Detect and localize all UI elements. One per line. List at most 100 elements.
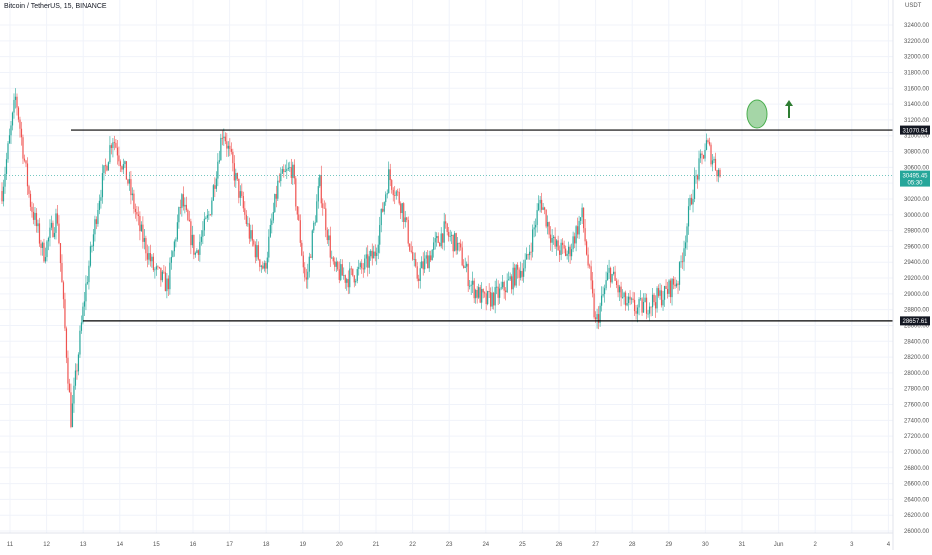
candle-body: [448, 231, 450, 237]
candle-body: [52, 222, 54, 238]
candle-body: [624, 292, 627, 306]
candle-body: [675, 283, 678, 287]
candle-body: [710, 144, 712, 165]
candle-body: [521, 270, 523, 277]
candle-body: [491, 292, 493, 307]
candle-body: [163, 271, 165, 273]
level-price-label: 28657.61: [902, 319, 928, 325]
level-price-tag: [900, 125, 930, 135]
candle-body: [669, 280, 672, 298]
candle-body: [678, 262, 681, 285]
candle-body: [83, 301, 86, 307]
candle-body: [62, 282, 65, 300]
candle-body: [713, 158, 715, 161]
candle-body: [599, 305, 601, 323]
candle-body: [714, 158, 717, 171]
candle-body: [37, 223, 39, 227]
candle-body: [422, 261, 424, 270]
candle-body: [559, 250, 561, 255]
price-tick-label: 29600.00: [904, 244, 930, 250]
candle-body: [626, 303, 628, 306]
candle-body: [134, 208, 137, 212]
candle-body: [358, 266, 360, 270]
candle-body: [606, 272, 609, 281]
candle-body: [704, 149, 706, 159]
candle-body: [585, 241, 588, 255]
candle-body: [212, 185, 214, 201]
date-tick-label: 21: [373, 542, 380, 548]
candle-body: [657, 288, 660, 296]
candle-body: [674, 284, 676, 287]
candle-body: [659, 290, 661, 296]
date-tick-label: 19: [299, 542, 306, 548]
candle-body: [89, 246, 92, 266]
candle-body: [401, 203, 403, 214]
candle-body: [32, 211, 35, 220]
candle-body: [588, 265, 591, 267]
candle-body: [11, 112, 14, 126]
date-tick-label: 11: [7, 542, 14, 548]
candle-body: [136, 211, 138, 215]
candle-body: [452, 234, 454, 252]
candle-body: [65, 328, 68, 358]
candle-body: [487, 291, 489, 305]
candle-body: [223, 136, 225, 139]
candle-body: [88, 265, 90, 283]
candle-body: [25, 160, 27, 164]
candle-body: [632, 298, 634, 300]
candle-body: [215, 178, 217, 189]
green-ellipse-marker[interactable]: [746, 99, 768, 129]
candle-body: [127, 179, 129, 184]
price-tick-label: 26000.00: [904, 529, 930, 535]
candle-body: [596, 314, 598, 320]
date-tick-label: 14: [116, 542, 123, 548]
candle-body: [502, 281, 504, 288]
candle-body: [266, 257, 268, 269]
candle-body: [687, 206, 690, 227]
candle-body: [383, 202, 385, 212]
candle-body: [470, 284, 472, 286]
candle-body: [424, 258, 426, 270]
candle-body: [50, 222, 53, 228]
candle-body: [305, 277, 307, 280]
date-tick-label: 18: [263, 542, 270, 548]
candle-body: [578, 220, 580, 235]
candle-body: [538, 203, 540, 211]
candle-body: [377, 244, 379, 253]
candle-body: [672, 278, 675, 285]
candle-body: [121, 166, 123, 170]
candle-body: [692, 198, 694, 205]
candle-body: [425, 255, 427, 259]
candle-body: [58, 223, 60, 244]
candle-body: [274, 194, 276, 212]
candle-body: [696, 175, 699, 180]
price-tick-label: 26200.00: [904, 513, 930, 519]
candle-body: [666, 288, 669, 294]
candle-body: [35, 212, 38, 227]
candle-body: [693, 176, 696, 199]
candle-body: [56, 213, 59, 224]
candle-body: [178, 207, 180, 223]
price-tick-label: 26400.00: [904, 497, 930, 503]
candle-body: [98, 200, 101, 210]
candle-body: [233, 163, 235, 181]
up-arrow-head[interactable]: [785, 100, 793, 106]
candle-body: [701, 153, 703, 155]
candle-body: [164, 272, 166, 292]
candle-body: [617, 285, 619, 293]
candle-body: [290, 167, 292, 178]
candle-body: [187, 210, 189, 220]
candle-body: [464, 266, 466, 268]
candle-body: [7, 143, 9, 160]
candle-body: [55, 213, 57, 233]
candle-body: [428, 255, 430, 269]
candle-body: [31, 206, 33, 212]
price-tick-label: 31200.00: [904, 118, 930, 124]
candle-body: [431, 249, 433, 261]
candle-body: [587, 254, 589, 266]
candle-body: [656, 288, 658, 309]
candle-body: [594, 317, 597, 320]
candle-body: [235, 173, 237, 181]
